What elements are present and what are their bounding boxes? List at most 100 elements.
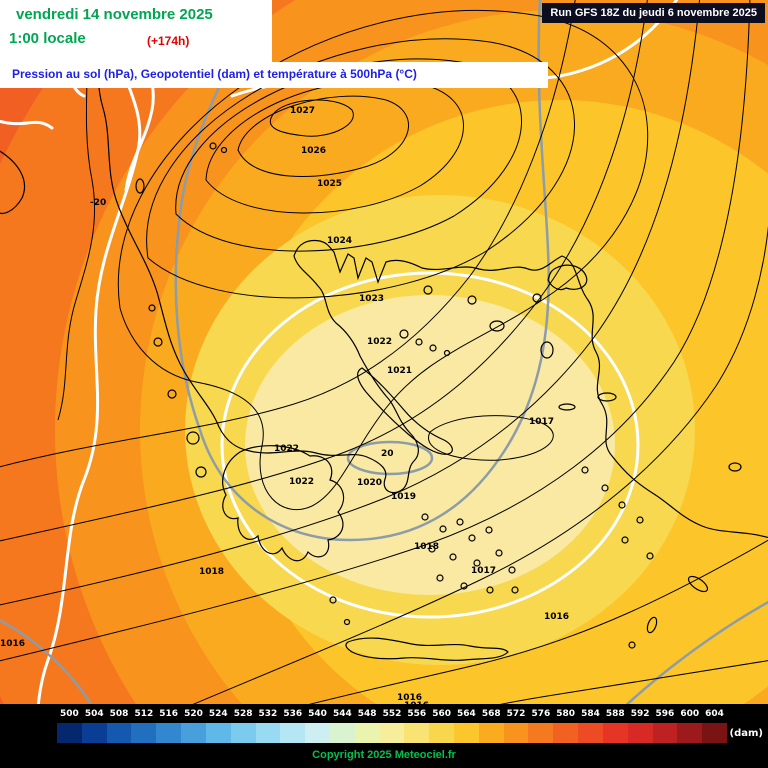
scale-color-cell (528, 723, 554, 743)
scale-color-cell (181, 723, 206, 743)
legend-scale-values: 500 504 508 512 516 520 524 528 532 536 540 544 548 5… (57, 709, 727, 719)
scale-value: 592 (630, 709, 650, 719)
scale-value: 568 (481, 709, 501, 719)
scale-color-cell (404, 723, 430, 743)
contour-label: 20 (381, 449, 394, 459)
scale-color-cell (503, 723, 529, 743)
parameter-description: Pression au sol (hPa), Geopotentiel (dam… (12, 67, 417, 81)
header-background (0, 0, 272, 62)
legend-unit: (dam) (729, 728, 763, 739)
scale-value: 516 (159, 709, 179, 719)
scale-value: 564 (457, 709, 476, 719)
scale-color-cell (280, 723, 306, 743)
zone-1-center (245, 295, 615, 595)
crete-coast (345, 637, 509, 662)
scale-value: 544 (332, 709, 352, 719)
coastlines (0, 0, 768, 662)
forecast-date: vendredi 14 novembre 2025 (16, 6, 213, 23)
scale-value: 500 (60, 709, 79, 719)
contour-label: 1017 (529, 417, 555, 427)
copyright-link[interactable]: Copyright 2025 Meteociel.fr (312, 749, 456, 761)
scale-color-cell (379, 723, 405, 743)
contour-label: 1022 (274, 444, 300, 454)
scale-value: 524 (208, 709, 228, 719)
scale-value: 508 (109, 709, 129, 719)
scale-color-cell (329, 723, 355, 743)
contour-label: 1016 (0, 639, 26, 649)
contour-label: 1016 (544, 612, 570, 622)
scale-color-cell (57, 723, 82, 743)
contour-label: 1023 (359, 294, 385, 304)
scale-color-cell (478, 723, 504, 743)
scale-color-cell (429, 723, 454, 743)
contour-label: 1024 (327, 236, 353, 246)
scale-color-cell (205, 723, 231, 743)
scale-color-cell (578, 723, 603, 743)
contour-label: 1018 (414, 542, 440, 552)
legend-bar: 500 504 508 512 516 520 524 528 532 536 540 544 548 5… (0, 704, 768, 768)
scale-value: 604 (705, 709, 724, 719)
scale-color-cell (627, 723, 653, 743)
scale-value: 576 (531, 709, 551, 719)
legend-color-scale (57, 723, 727, 743)
contour-label: 1027 (290, 106, 316, 116)
scale-color-cell (602, 723, 628, 743)
peloponnese-coast (222, 445, 345, 562)
scale-value: 512 (134, 709, 154, 719)
scale-color-cell (677, 723, 703, 743)
scale-value: 580 (556, 709, 576, 719)
contour-label: 1018 (199, 567, 225, 577)
lesbos-coast (547, 264, 588, 291)
scale-value: 596 (655, 709, 675, 719)
model-run-info: Run GFS 18Z du jeudi 6 novembre 2025 (542, 3, 765, 23)
scale-value: 600 (680, 709, 700, 719)
scale-value: 572 (506, 709, 526, 719)
scale-color-cell (156, 723, 182, 743)
contour-label: 1019 (391, 492, 417, 502)
param-background (0, 62, 548, 88)
italy-coast (0, 150, 26, 215)
anatolia-lake (728, 462, 742, 472)
contour-label: 1022 (289, 477, 315, 487)
contour-label: 1026 (301, 146, 327, 156)
contour-label: 1021 (387, 366, 413, 376)
scale-color-cell (652, 723, 678, 743)
forecast-local-time: 1:00 locale (9, 30, 86, 47)
scale-color-cell (702, 723, 727, 743)
scale-color-cell (354, 723, 380, 743)
scale-color-cell (230, 723, 256, 743)
scale-value: 536 (283, 709, 303, 719)
scale-color-cell (131, 723, 157, 743)
contour-label: -20 (90, 198, 107, 208)
mainland-coast (97, 0, 768, 539)
contour-label: 1020 (357, 478, 383, 488)
contour-label: 1025 (317, 179, 343, 189)
scale-value: 540 (308, 709, 327, 719)
scale-color-cell (106, 723, 132, 743)
scale-color-cell (305, 723, 330, 743)
scale-color-cell (255, 723, 281, 743)
scale-value: 520 (184, 709, 203, 719)
rhodes-island (687, 575, 709, 593)
scale-value: 560 (432, 709, 451, 719)
contour-label: 1016 (397, 693, 423, 703)
scale-value: 588 (605, 709, 625, 719)
scale-value: 556 (407, 709, 427, 719)
scale-value: 584 (581, 709, 600, 719)
scale-color-cell (553, 723, 579, 743)
scale-value: 552 (382, 709, 402, 719)
contour-label: 1017 (471, 566, 497, 576)
scale-value: 532 (258, 709, 278, 719)
scale-color-cell (81, 723, 107, 743)
scale-value: 528 (233, 709, 253, 719)
euboea-coast (357, 367, 453, 455)
forecast-hour-offset: (+174h) (147, 34, 190, 48)
scale-value: 548 (357, 709, 377, 719)
scale-color-cell (454, 723, 479, 743)
scale-value: 504 (84, 709, 104, 719)
